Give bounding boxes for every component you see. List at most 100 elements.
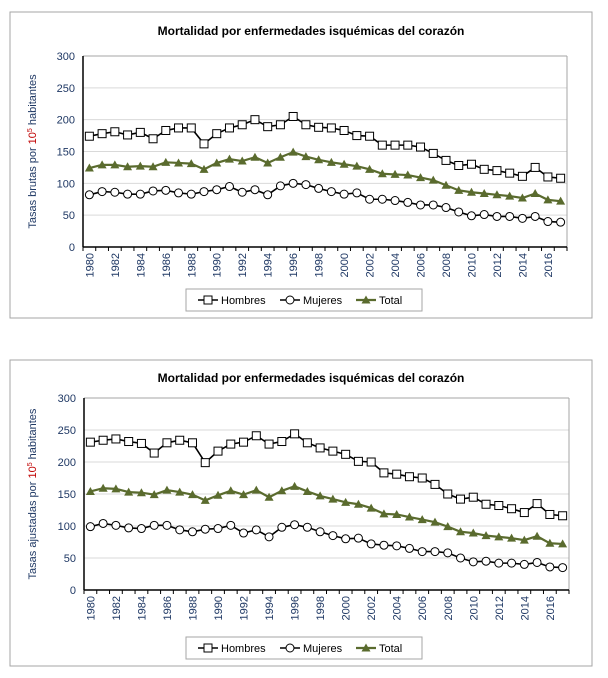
data-point-mujeres — [481, 556, 491, 566]
y-tick-label: 100 — [58, 521, 76, 533]
data-point-total — [174, 158, 184, 167]
data-point-mujeres — [314, 183, 324, 193]
data-point-mujeres — [417, 547, 427, 557]
data-point-total — [124, 487, 134, 496]
data-point-total — [288, 147, 298, 156]
data-point-mujeres — [403, 197, 413, 207]
data-point-hombres — [84, 131, 94, 141]
data-point-hombres — [468, 492, 478, 502]
x-tick-label: 2006 — [417, 596, 429, 620]
y-tick-label: 250 — [58, 425, 76, 437]
y-label-power-base: 10 — [27, 466, 39, 478]
data-point-total — [530, 189, 540, 198]
x-tick-label: 2002 — [365, 253, 377, 277]
y-label-text: habitantes — [27, 408, 39, 462]
x-tick-label: 1998 — [315, 596, 327, 620]
data-point-hombres — [251, 431, 261, 441]
data-point-total — [239, 490, 249, 499]
y-label-exponent: 5 — [27, 462, 34, 466]
data-point-total — [328, 494, 338, 503]
data-point-hombres — [530, 162, 540, 172]
data-point-mujeres — [302, 522, 312, 532]
data-point-hombres — [263, 122, 273, 132]
y-label-power-base: 10 — [27, 132, 39, 144]
data-point-mujeres — [390, 196, 400, 206]
data-point-mujeres — [416, 200, 426, 210]
data-point-hombres — [148, 134, 158, 144]
y-label-text: Tasas brutas por — [27, 144, 39, 228]
data-point-mujeres — [430, 547, 440, 557]
data-point-mujeres — [315, 527, 325, 537]
data-point-mujeres — [404, 543, 414, 553]
data-point-mujeres — [187, 527, 197, 537]
x-tick-label: 2002 — [366, 596, 378, 620]
data-point-hombres — [466, 159, 476, 169]
data-point-mujeres — [558, 563, 568, 573]
data-point-total — [543, 195, 553, 204]
y-tick-label: 0 — [69, 242, 75, 254]
data-point-mujeres — [492, 211, 502, 221]
data-point-mujeres — [517, 213, 527, 223]
data-point-total — [556, 196, 566, 205]
data-point-hombres — [404, 472, 414, 482]
data-point-hombres — [186, 123, 196, 133]
data-point-mujeres — [379, 540, 389, 550]
chart-title: Mortalidad por enfermedades isquémicas d… — [158, 24, 465, 38]
data-point-hombres — [135, 127, 145, 137]
data-point-mujeres — [148, 186, 158, 196]
x-tick-label: 2010 — [466, 253, 478, 277]
data-point-hombres — [481, 499, 491, 509]
data-point-total — [275, 152, 285, 161]
data-point-total — [456, 527, 466, 536]
data-point-mujeres — [505, 211, 515, 221]
data-point-hombres — [519, 508, 529, 518]
data-point-total — [479, 189, 489, 198]
data-point-hombres — [315, 443, 325, 453]
data-point-mujeres — [251, 525, 261, 535]
data-point-mujeres — [174, 188, 184, 198]
data-point-mujeres — [135, 189, 145, 199]
data-point-total — [187, 490, 197, 499]
data-point-hombres — [175, 435, 185, 445]
x-tick-label: 2010 — [468, 596, 480, 620]
x-tick-label: 2008 — [441, 253, 453, 277]
data-point-mujeres — [200, 524, 210, 534]
data-point-hombres — [379, 468, 389, 478]
data-point-hombres — [237, 120, 247, 130]
data-point-hombres — [390, 140, 400, 150]
data-point-mujeres — [443, 548, 453, 558]
y-label-text: Tasas ajustadas por — [27, 479, 39, 580]
data-point-mujeres — [353, 533, 363, 543]
data-point-total — [454, 185, 464, 194]
data-point-hombres — [441, 155, 451, 165]
data-point-total — [148, 162, 158, 171]
data-point-mujeres — [175, 525, 185, 535]
x-tick-label: 2014 — [517, 253, 529, 277]
data-point-hombres — [110, 127, 120, 137]
y-tick-label: 50 — [63, 210, 75, 222]
data-point-total — [492, 190, 502, 199]
data-point-total — [200, 495, 210, 504]
legend-marker-mujeres — [285, 295, 295, 305]
data-point-total — [264, 492, 274, 501]
x-tick-label: 1990 — [213, 596, 225, 620]
data-point-mujeres — [301, 180, 311, 190]
x-tick-label: 2004 — [392, 596, 404, 620]
data-point-total — [494, 532, 504, 541]
data-point-total — [326, 157, 336, 166]
data-point-mujeres — [85, 522, 95, 532]
data-point-hombres — [136, 438, 146, 448]
data-point-mujeres — [213, 524, 223, 534]
data-point-hombres — [98, 435, 108, 445]
data-point-mujeres — [392, 541, 402, 551]
x-tick-label: 2012 — [494, 596, 506, 620]
data-point-mujeres — [290, 520, 300, 530]
data-point-total — [352, 161, 362, 170]
data-point-hombres — [326, 123, 336, 133]
data-point-mujeres — [199, 187, 209, 197]
data-point-hombres — [250, 115, 260, 125]
x-tick-label: 1998 — [314, 253, 326, 277]
data-point-total — [162, 485, 172, 494]
